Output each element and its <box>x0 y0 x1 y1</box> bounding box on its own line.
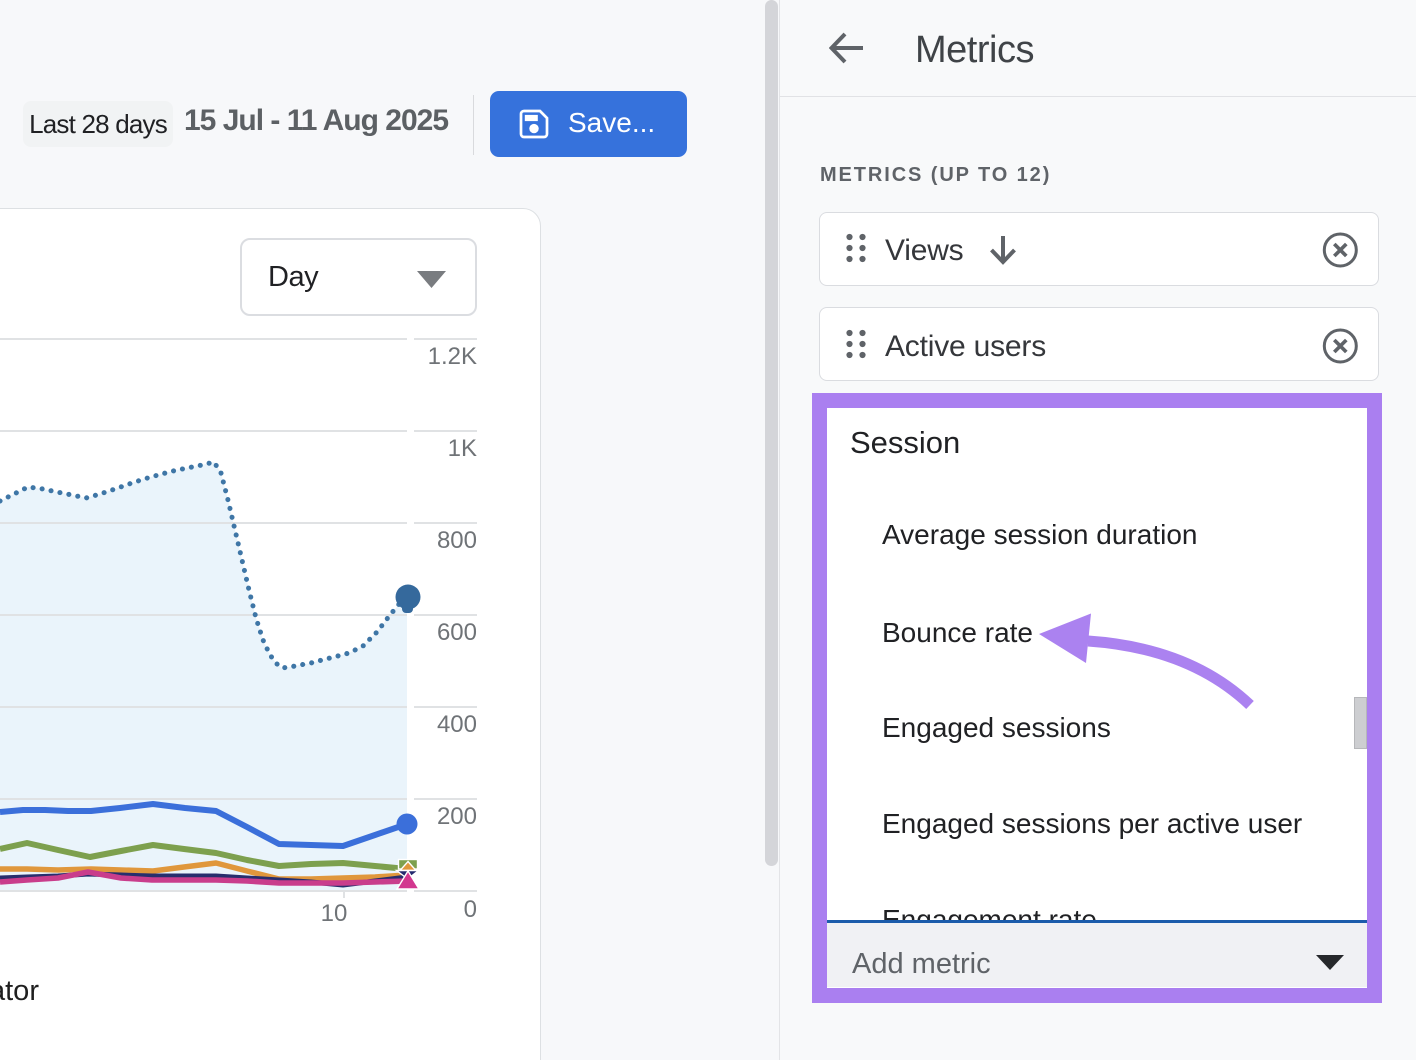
svg-text:200: 200 <box>437 803 477 830</box>
svg-text:400: 400 <box>437 711 477 738</box>
svg-text:800: 800 <box>437 527 477 554</box>
svg-text:0: 0 <box>464 896 477 923</box>
svg-text:10: 10 <box>321 900 348 927</box>
svg-text:1K: 1K <box>448 435 477 462</box>
svg-text:600: 600 <box>437 619 477 646</box>
svg-text:1.2K: 1.2K <box>428 343 477 370</box>
